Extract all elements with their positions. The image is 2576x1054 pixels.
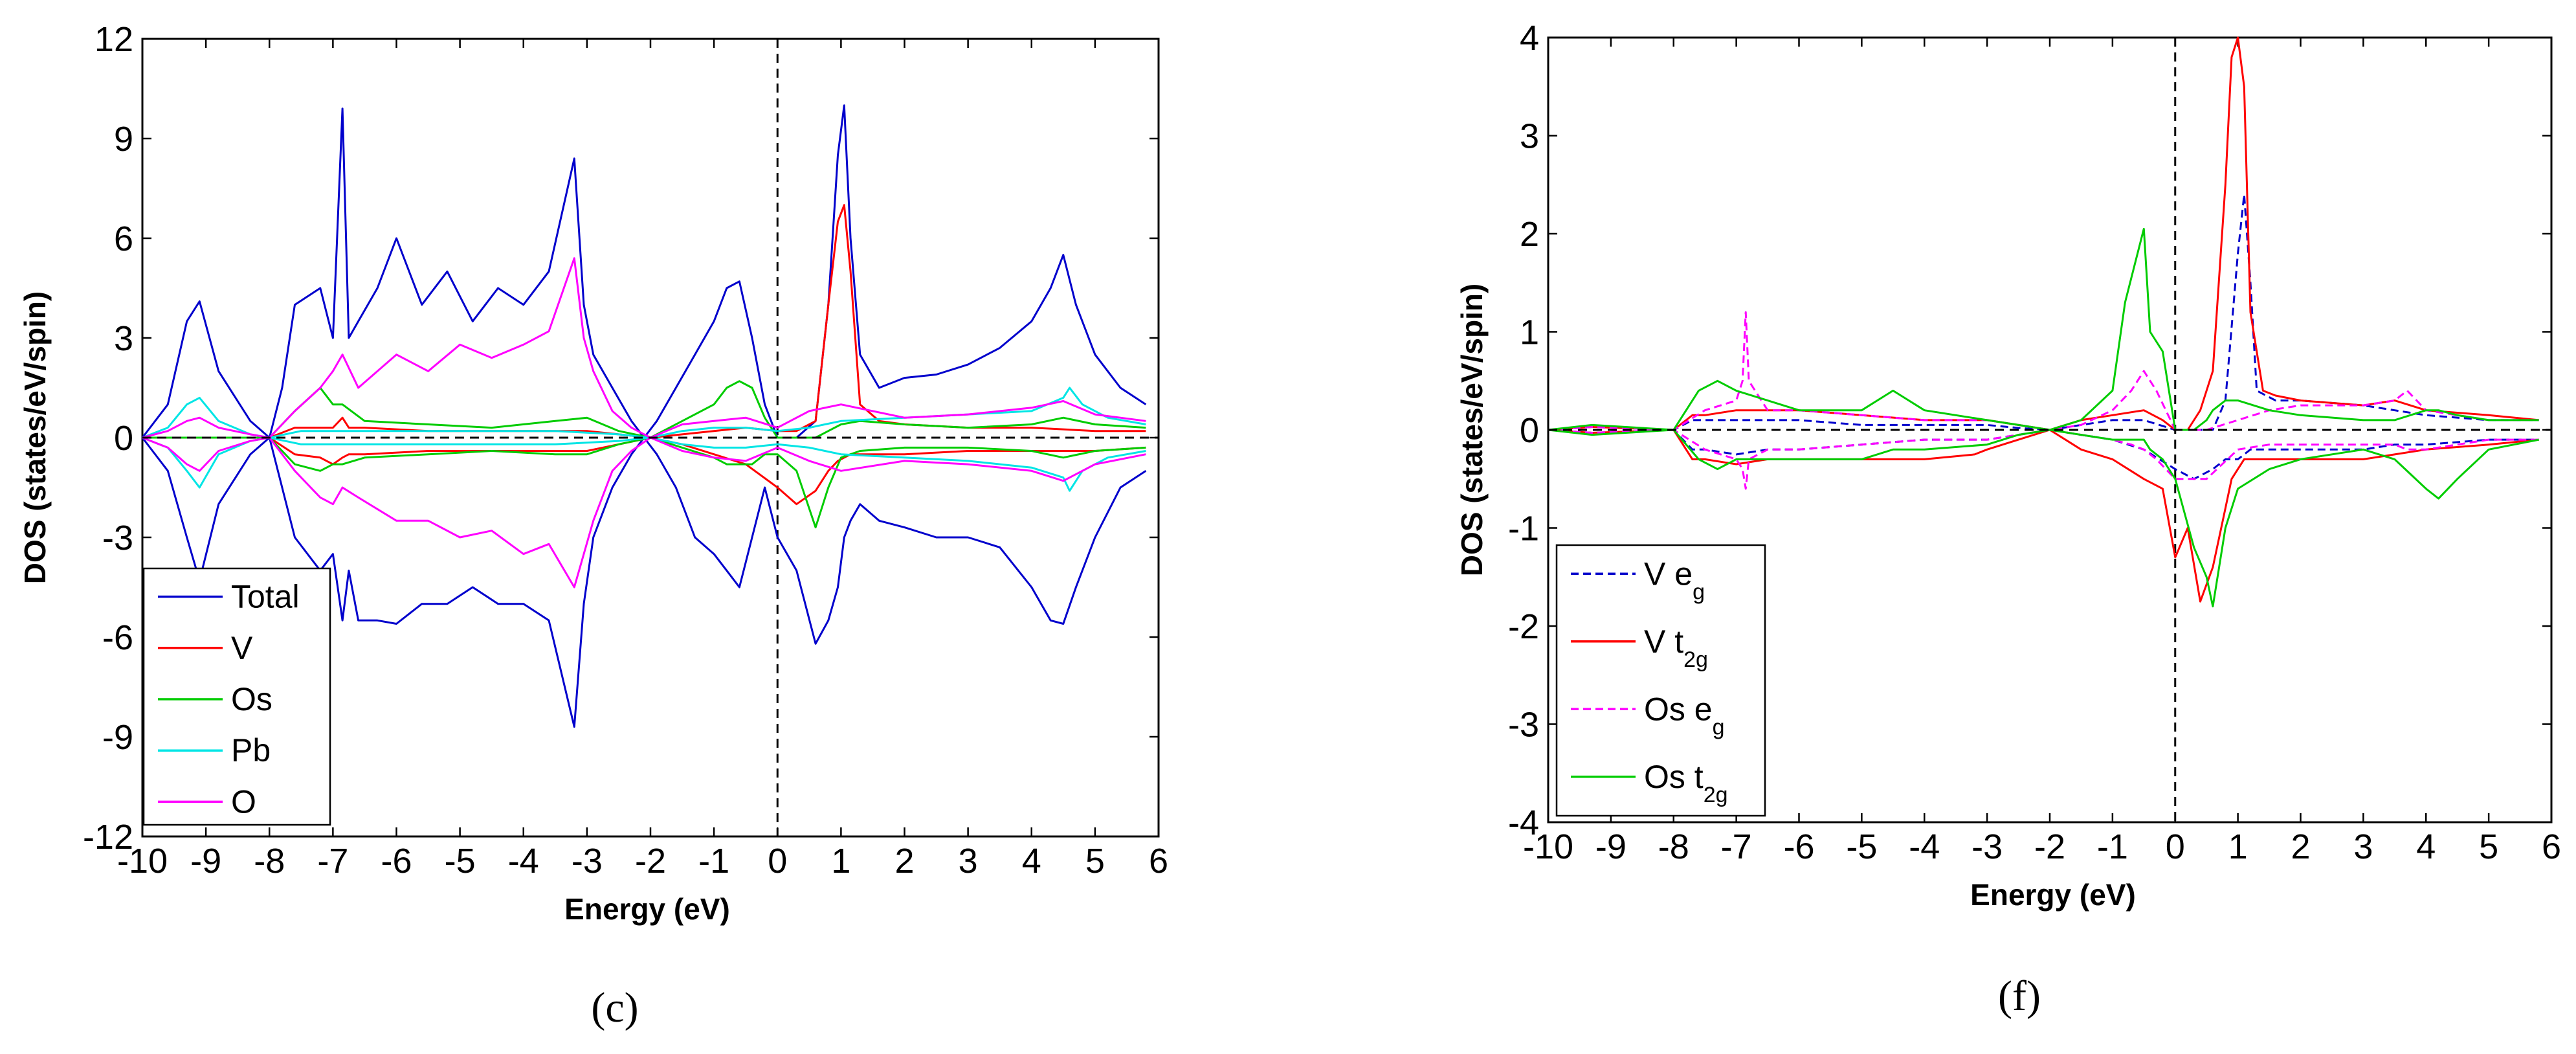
panel-f-x-axis-label: Energy (eV) (1970, 878, 2136, 912)
panel-c-legend: Total V Os Pb O (142, 567, 331, 826)
x-tick-label: 5 (1085, 842, 1105, 880)
series-v-t2g-down-line (1548, 429, 2539, 603)
x-tick-label: 2 (894, 842, 914, 880)
x-tick-label: -8 (1658, 827, 1689, 866)
y-tick-label: 2 (1520, 215, 1539, 254)
panel-c-chart: -10 -9 -8 -7 -6 -5 -4 -3 -2 -1 0 1 2 3 4 5 6 -12-9-6-303… (18, 20, 1168, 1031)
x-tick-label: -6 (381, 842, 412, 880)
x-tick-label: -9 (190, 842, 221, 880)
x-tick-label: 0 (768, 842, 787, 880)
panel-f-y-ticks: -4 -3 -2 -1 0 1 2 3 4 (1508, 19, 2551, 842)
series-os-eg-up-line (1548, 311, 2539, 431)
x-tick-label: 6 (2542, 827, 2561, 866)
x-tick-label: 5 (2479, 827, 2498, 866)
y-tick-label: 3 (114, 319, 133, 358)
x-tick-label: -10 (1523, 827, 1573, 866)
x-tick-label: -10 (117, 842, 168, 880)
legend-label: Os eg (1644, 691, 1725, 739)
panel-c-legend-box (142, 567, 331, 826)
series-v-down-line (142, 436, 1146, 506)
panel-f-curves (1548, 36, 2551, 822)
x-tick-label: -2 (2034, 827, 2065, 866)
x-tick-label: 3 (2353, 827, 2373, 866)
panel-c-y-axis-label: DOS (states/eV/spin) (18, 291, 52, 584)
panel-c-y-ticks: -12 -9 -6 -3 0 3 6 9 12 (83, 20, 1159, 857)
y-tick-label: 1 (1520, 313, 1539, 352)
y-tick-label: -3 (102, 519, 133, 557)
x-tick-label: 4 (2416, 827, 2436, 866)
y-tick-label: 6 (114, 219, 133, 258)
panel-f-chart: -10 -9 -8 -7 -6 -5 -4 -3 -2 -1 0 1 2 3 4 5 6 -4-3-2-1012… (1455, 19, 2561, 1020)
x-tick-label: -7 (1721, 827, 1752, 866)
x-tick-label: -5 (1846, 827, 1877, 866)
x-tick-label: -5 (445, 842, 476, 880)
series-total-up-line (141, 104, 1147, 439)
x-tick-label: 1 (831, 842, 850, 880)
x-tick-label: -4 (1909, 827, 1940, 866)
panel-c-curves (141, 39, 1159, 836)
x-tick-label: -3 (1971, 827, 2003, 866)
x-tick-label: -1 (2097, 827, 2128, 866)
x-tick-label: 0 (2166, 827, 2185, 866)
y-tick-label: 12 (94, 20, 133, 59)
series-v-up-line (142, 204, 1146, 439)
legend-label: Total (231, 579, 300, 615)
series-v-t2g-up-line (1548, 36, 2539, 431)
y-tick-label: -2 (1508, 607, 1539, 646)
series-os-t2g-up-line (1548, 227, 2539, 431)
panel-f-legend: V eg V t2g Os eg Os t2g (1555, 544, 1766, 817)
x-tick-label: -4 (508, 842, 539, 880)
x-tick-label: -6 (1783, 827, 1814, 866)
legend-label: Pb (231, 732, 271, 768)
legend-label: O (231, 783, 256, 820)
y-tick-label: -3 (1508, 706, 1539, 745)
x-tick-label: 2 (2291, 827, 2310, 866)
series-pb-down-line (142, 436, 1146, 492)
x-tick-label: -2 (635, 842, 666, 880)
panel-f-y-axis-label: DOS (states/eV/spin) (1455, 284, 1489, 576)
series-os-t2g-down-line (1548, 429, 2539, 608)
y-tick-label: -9 (102, 718, 133, 757)
y-tick-label: -12 (83, 818, 133, 857)
legend-label: Os t2g (1644, 759, 1728, 807)
x-tick-label: -3 (572, 842, 603, 880)
legend-label: V (231, 630, 253, 666)
y-tick-label: -4 (1508, 803, 1539, 842)
panel-f-x-ticks: -10 -9 -8 -7 -6 -5 -4 -3 -2 -1 0 1 2 3 4 5 6 (1523, 38, 2561, 866)
y-tick-label: 9 (114, 120, 133, 159)
series-os-down-line (142, 436, 1146, 529)
y-tick-label: -6 (102, 618, 133, 657)
panel-f-label: (f) (1998, 972, 2041, 1020)
panel-c-x-ticks: -10 -9 -8 -7 -6 -5 -4 -3 -2 -1 0 1 2 3 4 5 6 (117, 39, 1168, 880)
x-tick-label: 3 (959, 842, 978, 880)
panel-c-label: (c) (591, 984, 638, 1031)
y-tick-label: 3 (1520, 117, 1539, 156)
x-tick-label: -9 (1595, 827, 1627, 866)
x-tick-label: -7 (317, 842, 348, 880)
y-tick-label: 0 (1520, 411, 1539, 450)
y-tick-label: -1 (1508, 510, 1539, 548)
series-os-up-line (142, 380, 1146, 439)
legend-label: V t2g (1644, 623, 1708, 672)
x-tick-label: -1 (698, 842, 729, 880)
legend-label: V eg (1644, 555, 1705, 604)
legend-label: Os (231, 681, 272, 717)
panel-f-legend-box (1555, 544, 1766, 817)
x-tick-label: 4 (1022, 842, 1041, 880)
x-tick-label: 6 (1149, 842, 1168, 880)
y-tick-label: 0 (114, 419, 133, 458)
y-tick-label: 4 (1520, 19, 1539, 58)
x-tick-label: 1 (2228, 827, 2248, 866)
x-tick-label: -8 (254, 842, 285, 880)
panel-c-x-axis-label: Energy (eV) (564, 892, 730, 926)
